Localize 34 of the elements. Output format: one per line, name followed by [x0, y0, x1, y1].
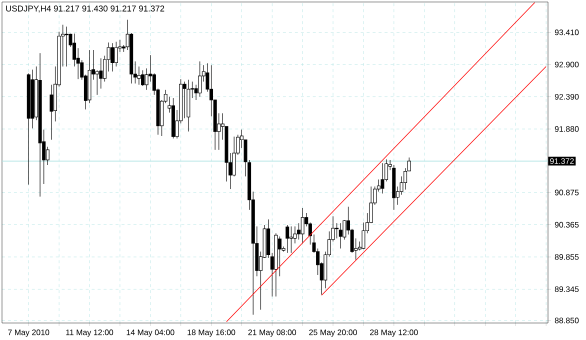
ref-line-label: 91.372	[550, 158, 574, 164]
candlestick	[232, 136, 236, 177]
candlestick	[286, 224, 290, 254]
y-tick-label: 88.850	[554, 318, 579, 324]
x-tick-label: 11 May 12:00	[66, 330, 114, 337]
candlestick	[114, 42, 118, 67]
x-tick-label: 25 May 20:00	[309, 330, 357, 337]
y-tick-label: 89.855	[554, 254, 579, 260]
y-tick-label: 89.345	[554, 286, 579, 292]
candlestick	[380, 162, 384, 194]
x-tick-label: 7 May 2010	[8, 330, 50, 337]
y-tick-label: 92.390	[554, 94, 579, 100]
candlestick	[289, 226, 293, 254]
candlestick	[141, 70, 145, 86]
candlestick	[407, 157, 411, 172]
candlestick	[72, 33, 76, 67]
x-tick-label: 18 May 16:00	[188, 330, 236, 337]
candlestick	[50, 84, 54, 140]
x-tick-label: 14 May 04:00	[126, 330, 174, 337]
y-tick-label: 90.365	[554, 222, 579, 228]
x-tick-label: 28 May 12:00	[370, 330, 418, 337]
candlestick	[338, 222, 342, 249]
x-tick-label: 21 May 08:00	[248, 330, 296, 337]
y-tick-label: 90.875	[554, 190, 579, 196]
candlestick	[300, 208, 304, 244]
y-tick-label: 93.410	[554, 29, 579, 36]
candlestick	[278, 236, 282, 277]
candlestick	[95, 70, 99, 96]
chart-title: USDJPY,H4 91.217 91.430 91.217 91.372	[6, 6, 164, 13]
candlestick	[362, 222, 366, 250]
candlestick	[110, 42, 114, 72]
y-tick-label: 91.880	[554, 126, 579, 132]
y-tick-label: 92.900	[554, 62, 579, 68]
candlestick	[198, 61, 202, 98]
